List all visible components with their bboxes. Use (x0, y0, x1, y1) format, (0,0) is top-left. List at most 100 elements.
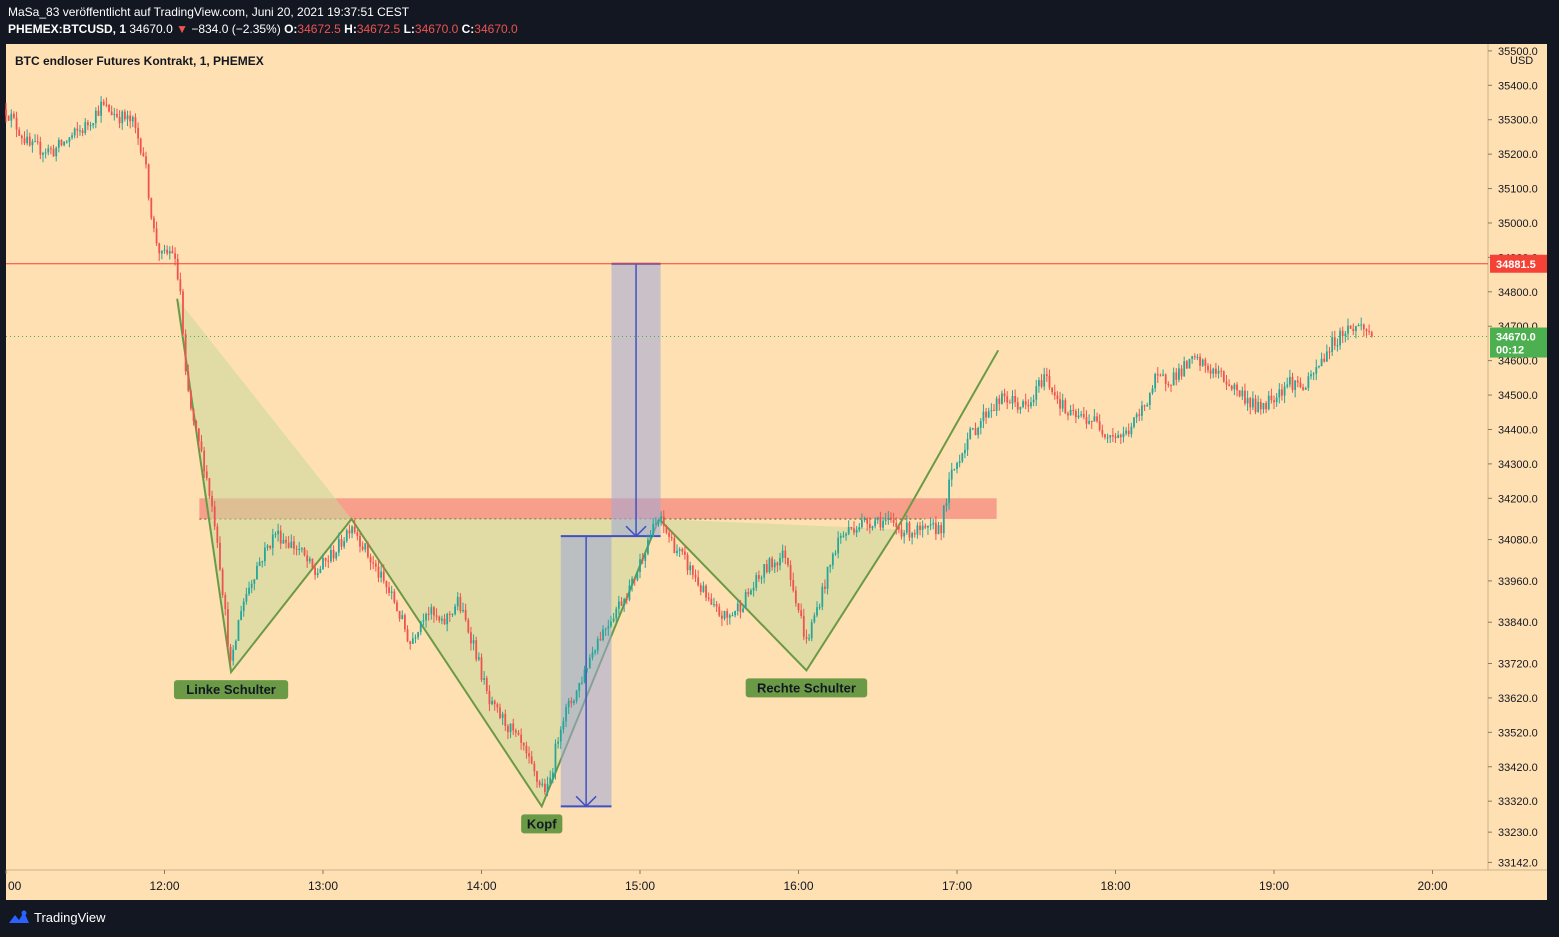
candle-down (147, 164, 150, 199)
candle-down (464, 609, 467, 620)
low-label: L: (403, 22, 415, 36)
candle-up (232, 649, 235, 661)
candle-down (641, 559, 644, 561)
candle-up (734, 611, 737, 616)
projection-arrow-head-icon (575, 795, 597, 808)
candle-down (705, 585, 707, 598)
candle-down (110, 111, 113, 116)
candle-up (73, 128, 76, 136)
candle-up (1275, 397, 1278, 403)
candle-up (834, 553, 837, 555)
candle-down (1270, 395, 1273, 401)
candle-down (166, 249, 169, 254)
price-tick-label: 35100.0 (1498, 184, 1538, 196)
candle-up (462, 609, 464, 612)
candle-up (921, 525, 924, 530)
candle-down (374, 563, 377, 567)
currency-label[interactable]: USD (1510, 55, 1533, 67)
candle-up (744, 592, 747, 609)
candle-up (588, 657, 591, 669)
candle-up (308, 558, 311, 562)
candle-up (649, 536, 652, 540)
candle-down (293, 541, 295, 549)
candle-up (874, 520, 877, 527)
candle-up (610, 621, 612, 627)
candle-up (845, 533, 847, 536)
candle-up (596, 639, 599, 651)
candle-up (1331, 337, 1334, 353)
candle-up (160, 250, 163, 254)
candle-down (52, 148, 55, 157)
candle-down (599, 639, 602, 641)
candle-up (979, 421, 982, 428)
footer-brand[interactable]: TradingView (34, 910, 106, 925)
candle-down (208, 478, 211, 496)
candle-up (612, 618, 615, 622)
candle-up (728, 615, 731, 618)
candle-down (219, 542, 221, 570)
candle-down (438, 616, 441, 621)
candle-up (1122, 433, 1125, 438)
candle-up (927, 525, 929, 528)
candle-up (250, 583, 253, 588)
candle-down (747, 592, 750, 595)
price-axis[interactable]: 35500.0 35400.0 35300.0 35200.0 35100.0 35000… (1488, 46, 1547, 870)
candle-down (1175, 372, 1178, 380)
candle-up (26, 136, 29, 144)
candle-down (123, 111, 126, 120)
candle-down (18, 129, 21, 136)
candle-up (604, 628, 607, 630)
chart-canvas[interactable]: BTC endloser Futures Kontrakt, 1, PHEMEX… (0, 44, 1559, 900)
candle-up (742, 608, 744, 612)
candle-up (1336, 345, 1339, 347)
candle-up (89, 125, 92, 127)
candle-down (377, 566, 380, 578)
high-label: H: (344, 22, 357, 36)
candle-up (990, 409, 993, 412)
symbol-label: PHEMEX:BTCUSD, 1 (8, 22, 127, 36)
candle-down (512, 723, 515, 731)
countdown-label: 00:12 (1496, 345, 1524, 357)
candle-down (1265, 403, 1267, 410)
candle-up (417, 632, 420, 638)
candle-down (570, 700, 573, 704)
candle-up (330, 549, 332, 562)
candle-up (42, 153, 44, 155)
candle-up (10, 113, 13, 121)
candle-down (1296, 380, 1299, 383)
candle-down (23, 138, 26, 144)
candle-up (126, 115, 129, 120)
candle-up (44, 152, 47, 154)
candle-down (213, 506, 216, 527)
candle-down (7, 115, 10, 121)
candle-down (1199, 356, 1201, 366)
candle-down (60, 139, 63, 146)
candle-up (277, 530, 279, 535)
candle-down (467, 619, 470, 633)
current-price-label: 34670.0 (1496, 332, 1536, 344)
candle-up (290, 541, 293, 548)
candle-down (1111, 435, 1114, 437)
pattern-fill (659, 518, 897, 671)
candle-up (1360, 324, 1363, 326)
tradingview-logo-icon[interactable] (8, 909, 30, 927)
price-tick-label: 33840.0 (1498, 617, 1538, 629)
candle-up (567, 700, 570, 708)
pattern-label-box (521, 814, 563, 834)
candle-up (826, 566, 829, 589)
candle-down (145, 156, 147, 165)
candle-down (1045, 374, 1048, 377)
candle-up (958, 461, 961, 463)
candle-up (440, 618, 443, 621)
candle-up (953, 468, 956, 470)
candle-down (715, 604, 718, 607)
candle-down (306, 555, 309, 562)
candle-down (1048, 376, 1051, 388)
chart-area[interactable]: BTC endloser Futures Kontrakt, 1, PHEMEX… (0, 44, 1559, 900)
candle-down (39, 141, 42, 155)
open-label: O: (284, 22, 298, 36)
candle-up (837, 537, 840, 554)
time-axis[interactable]: 00 12:00 13:00 14:00 15:00 16:00 17:00 18:00 19:… (5, 870, 1448, 893)
candle-up (982, 411, 985, 422)
candle-up (451, 613, 454, 615)
